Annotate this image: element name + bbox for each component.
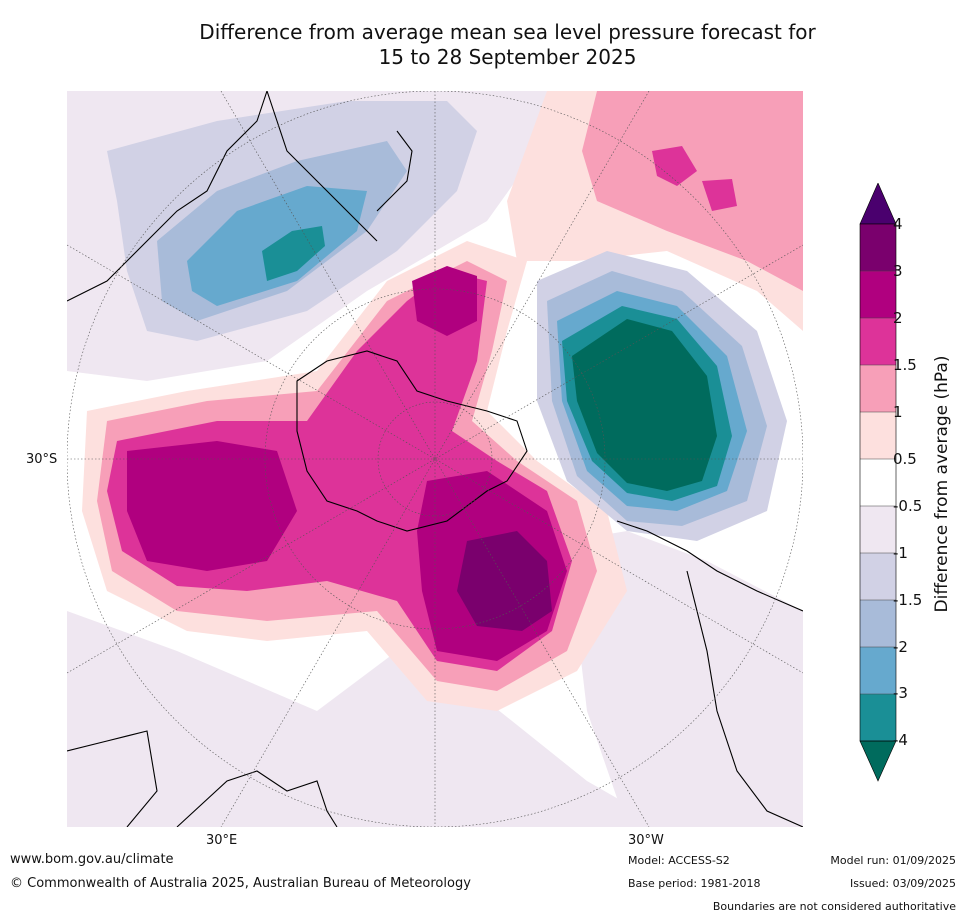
anomaly-deep-magenta-indian: [127, 441, 297, 571]
footer-issued: Issued: 03/09/2025: [849, 877, 956, 890]
anomaly-magenta-ne-2: [702, 179, 737, 211]
colorbar-tick-label: -0.5: [893, 497, 923, 515]
anomaly-light-lavender-east: [567, 531, 803, 827]
colorbar-extend-top: [859, 183, 897, 225]
colorbar-tick-label: -3: [893, 684, 908, 702]
anomaly-dark-teal-core: [572, 319, 717, 491]
colorbar: [859, 183, 897, 782]
title-line-2: 15 to 28 September 2025: [378, 45, 637, 69]
anomaly-deep-magenta-north: [412, 266, 477, 336]
anomaly-purple-core: [457, 531, 552, 631]
pressure-anomaly-map: [67, 91, 803, 827]
colorbar-bin-1-0-5: [860, 412, 896, 459]
colorbar-tick-label: 1.5: [893, 356, 917, 374]
title-line-1: Difference from average mean sea level p…: [199, 20, 816, 44]
colorbar-tick-label: -2: [893, 638, 908, 656]
colorbar-bin-m3-m4: [860, 694, 896, 741]
colorbar-title: Difference from average (hPa): [932, 355, 952, 613]
footer-base-period: Base period: 1981-2018: [628, 877, 761, 890]
footer-disclaimer: Boundaries are not considered authoritat…: [712, 900, 956, 913]
colorbar-bin-m0-5-m1: [860, 506, 896, 553]
colorbar-tick-label: 0.5: [893, 450, 917, 468]
footer-model: Model: ACCESS-S2: [628, 854, 730, 867]
colorbar-bin-2-1-5: [860, 318, 896, 365]
anomaly-pink-ne: [582, 91, 803, 291]
footer-copyright: © Commonwealth of Australia 2025, Austra…: [10, 876, 471, 891]
colorbar-bin-m1-5-m2: [860, 600, 896, 647]
colorbar-bin-neutral: [860, 459, 896, 506]
colorbar-tick-label: 4: [893, 215, 903, 233]
colorbar-bin-1-5-1: [860, 365, 896, 412]
anomaly-light-lavender-south: [67, 611, 667, 827]
colorbar-tick-label: -1.5: [893, 591, 923, 609]
graticule: [67, 91, 803, 827]
colorbar-bin-m1-m1-5: [860, 553, 896, 600]
colorbar-tick-label: 3: [893, 262, 903, 280]
anomaly-teal-west-low: [262, 226, 325, 281]
chart-title: Difference from average mean sea level p…: [60, 20, 955, 70]
colorbar-tick-label: -4: [893, 731, 908, 749]
colorbar-tick-label: 2: [893, 309, 903, 327]
coastlines: [67, 91, 803, 827]
label-30s: 30°S: [26, 452, 58, 467]
colorbar-bin-3-2: [860, 271, 896, 318]
footer-model-run: Model run: 01/09/2025: [830, 854, 956, 867]
colorbar-tick-label: 1: [893, 403, 903, 421]
anomaly-magenta-ne-1: [652, 146, 697, 186]
colorbar-bin-m2-m3: [860, 647, 896, 694]
colorbar-bin-4-3: [860, 224, 896, 271]
label-30w: 30°W: [628, 833, 664, 848]
label-30e: 30°E: [206, 833, 238, 848]
colorbar-tick-label: -1: [893, 544, 908, 562]
footer-url[interactable]: www.bom.gov.au/climate: [10, 852, 174, 867]
colorbar-extend-bottom: [859, 740, 897, 782]
